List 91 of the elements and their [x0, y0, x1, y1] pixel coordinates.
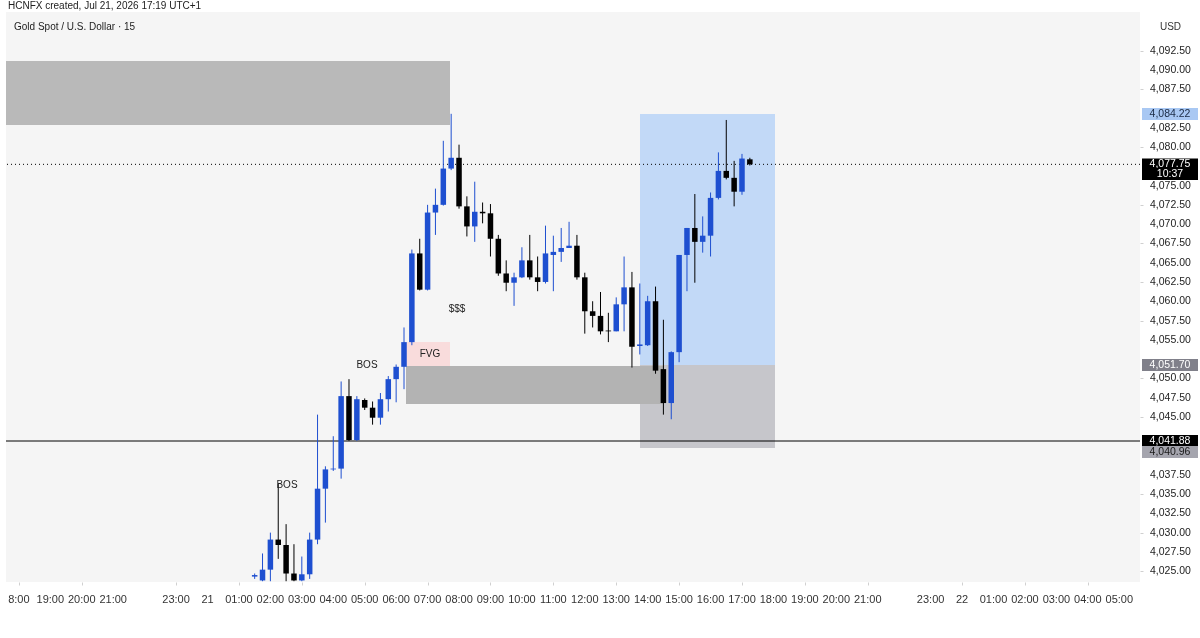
candlestick	[534, 256, 541, 292]
ref-line-label: 4,077.75	[1149, 157, 1191, 170]
y-tick-label: 4,025.00	[1150, 564, 1192, 577]
text: HCNFX created, Jul 21, 2026 17:19 UTC+1	[8, 0, 202, 11]
y-tick-label: 4,055.00	[1150, 332, 1192, 345]
y-tick-label: 4,092.50	[1150, 43, 1192, 56]
candlestick	[511, 272, 517, 307]
x-tick-label: 14:00	[633, 593, 662, 605]
candlestick	[448, 113, 454, 171]
x-tick-label: 17:00	[728, 593, 756, 605]
candlestick	[637, 283, 643, 355]
y-tick-label: 4,045.00	[1150, 409, 1192, 422]
annotation: BOS	[276, 479, 298, 490]
candlestick	[503, 259, 509, 292]
x-tick-label: 23:00	[916, 593, 945, 605]
y-tick-label: 4,072.50	[1150, 197, 1192, 210]
candlestick	[519, 246, 525, 279]
x-tick-label: 02:00	[1011, 593, 1039, 605]
y-tick-label: 4,057.50	[1150, 313, 1192, 326]
x-tick-label: 06:00	[382, 593, 410, 605]
candlestick	[464, 195, 470, 237]
text: Gold Spot / U.S. Dollar · 15	[14, 21, 136, 32]
x-tick-label: 21:00	[853, 593, 882, 605]
x-tick-label: 15:00	[665, 593, 693, 605]
x-tick-label: 19:00	[791, 593, 819, 605]
x-tick-label: 04:00	[1074, 593, 1102, 605]
x-tick-label: 12:00	[571, 593, 599, 605]
y-tick-label: 4,027.50	[1150, 544, 1192, 557]
candlestick	[385, 375, 392, 413]
x-tick-label: 01:00	[979, 593, 1008, 605]
candlestick	[558, 227, 564, 263]
x-tick-label: 10:00	[508, 593, 536, 605]
x-tick-label: 07:00	[413, 593, 442, 605]
y-tick-label: 4,070.00	[1150, 217, 1192, 230]
x-tick-label: 23:00	[162, 593, 190, 605]
candlestick	[621, 256, 627, 332]
x-tick-label: 22	[955, 593, 969, 605]
x-tick-label: 02:00	[256, 593, 285, 605]
candlestick	[322, 465, 329, 524]
candlestick	[369, 401, 376, 426]
candlestick	[527, 234, 533, 281]
x-tick-label: 08:00	[445, 593, 473, 605]
y-tick-label: 4,062.50	[1150, 274, 1192, 287]
y-tick-label: 4,060.00	[1150, 294, 1192, 307]
candlestick	[291, 543, 297, 582]
y-tick-label: 4,037.50	[1150, 467, 1192, 480]
x-tick-label: 16:00	[696, 593, 725, 605]
x-tick-label: 09:00	[476, 593, 505, 605]
x-tick-label: 03:00	[288, 593, 316, 605]
candlestick	[566, 221, 572, 249]
y-tick-label: 4,047.50	[1150, 390, 1192, 403]
ref-line-label: 4,041.88	[1149, 434, 1191, 446]
y-tick-label: 4,080.00	[1150, 139, 1192, 152]
y-tick-label: 4,030.00	[1150, 525, 1192, 538]
y-tick-label: 4,082.50	[1150, 120, 1192, 133]
x-tick-label: 8:00	[8, 593, 30, 605]
x-tick-label: 05:00	[350, 593, 379, 605]
x-tick-label: 05:00	[1105, 593, 1134, 605]
x-tick-label: 11:00	[539, 593, 567, 605]
candlestick	[377, 392, 384, 426]
y-tick-label: 4,075.00	[1150, 178, 1192, 191]
y-tick-label: 4,090.00	[1150, 62, 1192, 75]
candlestick	[692, 193, 698, 284]
x-tick-label: 04:00	[319, 593, 348, 605]
x-tick-label: 21:00	[99, 593, 127, 605]
y-tick-label: 4,087.50	[1150, 82, 1192, 95]
x-tick-label: 03:00	[1042, 593, 1071, 605]
x-tick-label: 13:00	[602, 593, 630, 605]
candlestick	[432, 188, 439, 236]
text: 4,084.22	[1149, 107, 1191, 119]
y-tick-label: 4,050.00	[1150, 371, 1192, 384]
candlestick	[299, 556, 305, 582]
text: 10:37	[1156, 167, 1184, 179]
x-tick-label: 20:00	[822, 593, 851, 605]
candlestick	[589, 300, 596, 328]
annotation: FVG	[419, 348, 441, 359]
annotation: BOS	[356, 359, 378, 370]
annotation: $$$	[448, 303, 466, 314]
x-tick-label: 01:00	[225, 593, 253, 605]
y-tick-label: 4,032.50	[1150, 506, 1192, 519]
candlestick	[393, 363, 399, 403]
x-tick-label: 20:00	[67, 593, 96, 605]
y-tick-label: 4,067.50	[1150, 236, 1192, 249]
y-axis-title: USD	[1159, 20, 1182, 32]
text: 4,040.96	[1149, 445, 1191, 457]
text: 4,051.70	[1149, 358, 1191, 370]
x-tick-label: 18:00	[759, 593, 788, 605]
y-tick-label: 4,065.00	[1150, 255, 1192, 268]
y-tick-label: 4,035.00	[1150, 487, 1192, 500]
x-tick-label: 19:00	[36, 593, 65, 605]
x-tick-label: 21	[201, 593, 214, 605]
